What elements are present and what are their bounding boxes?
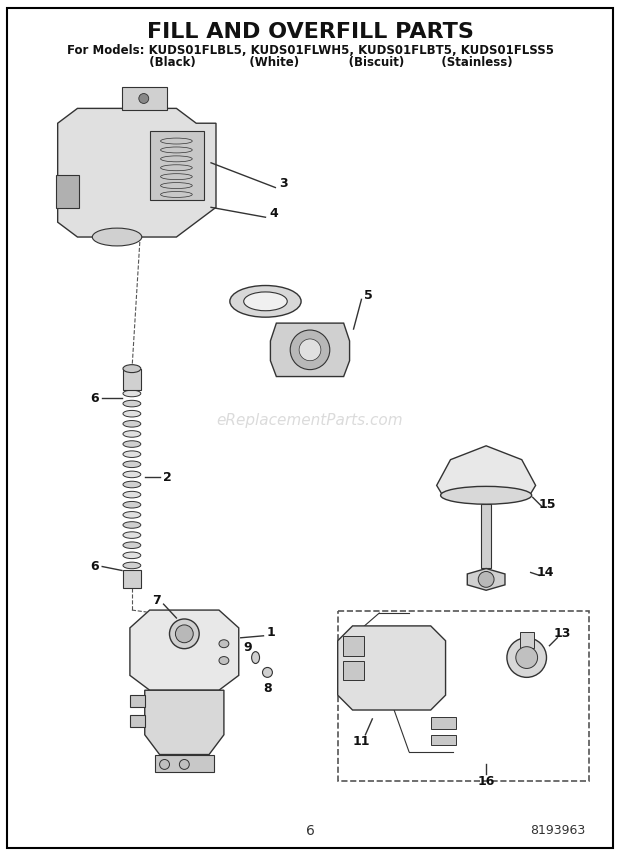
Ellipse shape (92, 228, 142, 246)
Ellipse shape (219, 639, 229, 648)
Ellipse shape (123, 431, 141, 437)
Text: For Models: KUDS01FLBL5, KUDS01FLWH5, KUDS01FLBT5, KUDS01FLSS5: For Models: KUDS01FLBL5, KUDS01FLWH5, KU… (66, 44, 554, 56)
Circle shape (169, 619, 199, 649)
Bar (130, 715, 144, 727)
Polygon shape (130, 610, 239, 690)
Polygon shape (467, 568, 505, 591)
Text: 3: 3 (279, 177, 288, 190)
Bar (338, 611, 589, 782)
Ellipse shape (219, 657, 229, 664)
Bar (122, 86, 167, 110)
Text: 2: 2 (163, 471, 172, 484)
Ellipse shape (123, 481, 141, 488)
Circle shape (175, 625, 193, 643)
Ellipse shape (123, 512, 141, 518)
Ellipse shape (252, 651, 260, 663)
Text: 6: 6 (306, 823, 314, 838)
Circle shape (507, 638, 546, 677)
Ellipse shape (123, 552, 141, 559)
Bar (130, 695, 144, 707)
Bar (343, 636, 365, 656)
Ellipse shape (123, 471, 141, 478)
Text: 9: 9 (243, 641, 252, 654)
Ellipse shape (230, 286, 301, 318)
Bar (343, 661, 365, 681)
Bar (154, 754, 214, 772)
Ellipse shape (123, 365, 141, 372)
Polygon shape (338, 626, 446, 710)
Ellipse shape (123, 451, 141, 457)
Text: 1: 1 (267, 627, 276, 639)
Ellipse shape (123, 401, 141, 407)
Ellipse shape (123, 420, 141, 427)
Ellipse shape (123, 521, 141, 528)
Bar (149, 131, 204, 200)
Bar (520, 632, 534, 648)
Text: 8193963: 8193963 (529, 824, 585, 837)
Circle shape (478, 572, 494, 587)
Text: 4: 4 (269, 207, 278, 220)
Bar (431, 717, 456, 728)
Ellipse shape (123, 502, 141, 508)
Text: 16: 16 (477, 775, 495, 788)
Text: 14: 14 (537, 566, 554, 579)
Circle shape (262, 668, 272, 677)
Ellipse shape (123, 461, 141, 467)
Ellipse shape (123, 542, 141, 549)
Text: (Black)             (White)            (Biscuit)         (Stainless): (Black) (White) (Biscuit) (Stainless) (108, 56, 512, 69)
Ellipse shape (441, 486, 532, 504)
Polygon shape (144, 690, 224, 754)
Circle shape (516, 646, 538, 669)
Text: 5: 5 (364, 289, 373, 302)
Bar (123, 369, 141, 390)
Text: 13: 13 (554, 627, 571, 640)
Polygon shape (270, 323, 350, 377)
Ellipse shape (123, 441, 141, 448)
Text: 8: 8 (263, 681, 272, 695)
Polygon shape (436, 446, 536, 496)
Bar (481, 504, 491, 568)
Circle shape (159, 759, 169, 770)
Ellipse shape (123, 532, 141, 538)
Polygon shape (58, 109, 216, 237)
Bar (431, 734, 456, 745)
Text: eReplacementParts.com: eReplacementParts.com (216, 413, 404, 428)
Circle shape (290, 330, 330, 370)
Circle shape (139, 93, 149, 104)
Text: 11: 11 (353, 735, 370, 748)
Ellipse shape (244, 292, 287, 311)
Text: 6: 6 (90, 392, 99, 405)
Ellipse shape (123, 491, 141, 498)
Bar (123, 570, 141, 588)
Text: FILL AND OVERFILL PARTS: FILL AND OVERFILL PARTS (146, 22, 474, 42)
Ellipse shape (123, 410, 141, 417)
Text: 7: 7 (153, 594, 161, 607)
Bar (56, 175, 79, 208)
Circle shape (299, 339, 321, 360)
Ellipse shape (123, 390, 141, 397)
Circle shape (179, 759, 189, 770)
Text: 15: 15 (539, 497, 556, 511)
Text: 6: 6 (90, 560, 99, 573)
Ellipse shape (123, 562, 141, 568)
